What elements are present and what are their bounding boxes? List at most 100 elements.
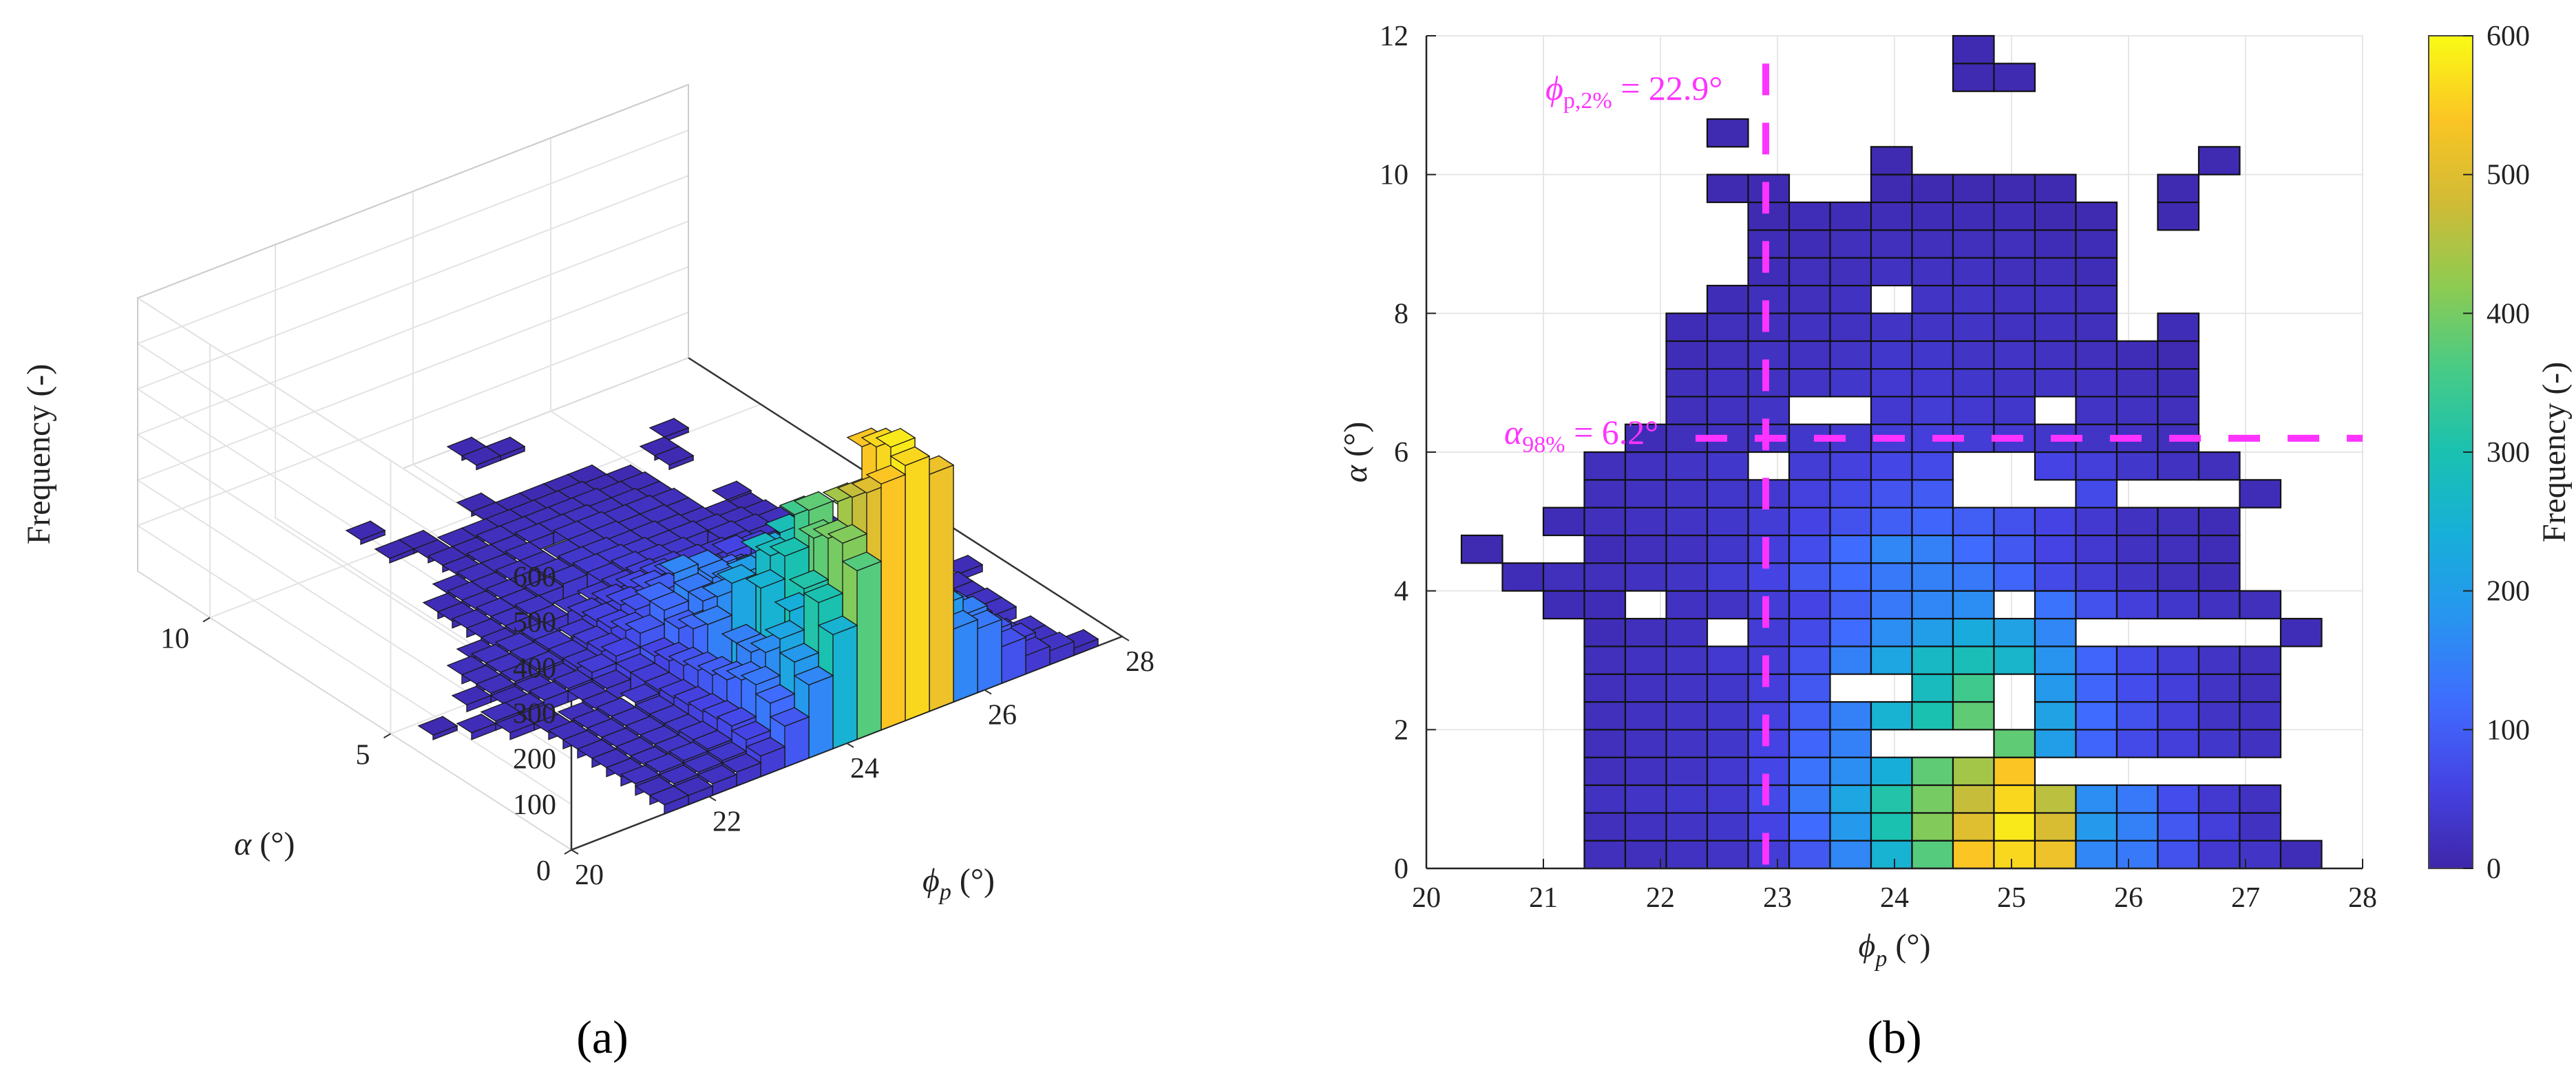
heatmap-cell [1665,784,1709,814]
heatmap-cell [2075,812,2118,842]
heatmap-cell [1624,562,1667,592]
heatmap-cell [1870,534,1913,564]
heatmap-cell [1870,784,1913,814]
heatmap-cell [1993,257,2036,287]
bar-3d [456,713,497,740]
heatmap-cell [2239,645,2282,675]
heatmap-cell [2239,479,2282,509]
axis-box-back [137,83,689,571]
heatmap-cell [1911,506,1954,537]
heatmap-cell [2075,201,2118,231]
heatmap-cell [1870,229,1913,259]
heatmap-cell [1870,562,1913,592]
heatmap-cell [1788,201,1831,231]
heatmap-cell [1788,257,1831,287]
heatmap-cell [1583,812,1627,842]
z-tick-label: 200 [513,744,556,776]
heatmap-cell [1829,312,1872,342]
bar-3d [547,564,589,601]
heatmap-cell [2239,729,2282,758]
heatmap-cell [1911,367,1954,398]
heatmap-cell [2034,451,2077,481]
heatmap-cell [1788,673,1831,703]
heatmap-cell [2075,645,2118,675]
bar-3d [841,551,883,740]
heatmap-cell [1911,396,1954,425]
heatmap-cell [1583,784,1627,814]
heatmap-cell [2157,701,2200,731]
heatmap-cell [1952,756,1995,787]
heatmap-cell [1911,812,1954,842]
z-tick-label: 300 [513,698,556,729]
heatmap-cell [1665,812,1709,842]
heatmap-cell [1665,479,1709,509]
x-tick-label: 26 [988,700,1017,731]
heatmap-cell [1583,534,1627,564]
bar-3d [865,464,907,731]
heatmap-cell [1993,173,2036,204]
heatmap-cell [2075,840,2118,870]
heatmap-cell [1952,840,1995,870]
heatmap-cell [1706,729,1749,758]
heatmap-cell [1870,645,1913,675]
heatmap-cell [2075,729,2118,758]
heatmap-cell [2034,729,2077,758]
heatmap-cell [1870,173,1913,204]
x-tick-mark [984,689,992,695]
heatmap-cell [2075,590,2118,620]
colorbar-tick-label: 400 [2487,298,2530,330]
heatmap-cell [2239,812,2282,842]
heatmap-cell [1624,729,1667,758]
heatmap-cell [1993,534,2036,564]
heatmap-cell [1788,534,1831,564]
x-tick-label: 24 [850,753,879,784]
heatmap-cell [2197,784,2241,814]
heatmap-cell [1952,284,1995,314]
heatmap-cell [2157,534,2200,564]
heatmap-cell [1829,617,1872,648]
bar-3d [673,776,714,806]
heatmap-cell [2075,257,2118,287]
heatmap-cell [1542,506,1585,537]
heatmap-cell [2115,784,2159,814]
heatmap-cell [1583,590,1627,620]
heatmap-cell [1624,479,1667,509]
heatmap-cell [2197,812,2241,842]
heatmap-cell [1788,840,1831,870]
heatmap-cell [2157,173,2200,204]
heatmap-cell [2239,673,2282,703]
heatmap-cell [2197,701,2241,731]
x-tick-mark [846,743,854,748]
heatmap-cell [1665,840,1709,870]
bar-3d [451,685,492,713]
heatmap-cell [2075,701,2118,731]
colorbar-tick-label: 500 [2487,160,2530,191]
panel-b-x-ticks: 20 21 22 23 24 25 26 27 28 [1412,859,2377,914]
heatmap-cell [2034,673,2077,703]
heatmap-cell [2034,534,2077,564]
heatmap-cell [2034,645,2077,675]
heatmap-cell [2034,367,2077,398]
bar-3d [914,455,955,712]
x-tick-label: 26 [2114,882,2143,914]
heatmap-cell [1829,645,1872,675]
y-tick-label: 4 [1394,576,1408,608]
heatmap-cell [2157,812,2200,842]
heatmap-cell [2197,590,2241,620]
heatmap-cell [2075,673,2118,703]
heatmap-cell [1911,312,1954,342]
heatmap-cell [2197,146,2241,175]
heatmap-cell [1583,701,1627,731]
heatmap-cell [1706,284,1749,314]
bar-3d [769,707,810,768]
heatmap-cell [1870,701,1913,731]
x-tick-label: 22 [1646,882,1675,914]
y-tick-label: 0 [1394,853,1408,885]
heatmap-cell [1829,367,1872,398]
heatmap-cell [2115,340,2159,370]
heatmap-cell [1993,562,2036,592]
colorbar-tick-label: 600 [2487,21,2530,52]
heatmap-cell [1993,63,2036,92]
heatmap-cell [1829,506,1872,537]
